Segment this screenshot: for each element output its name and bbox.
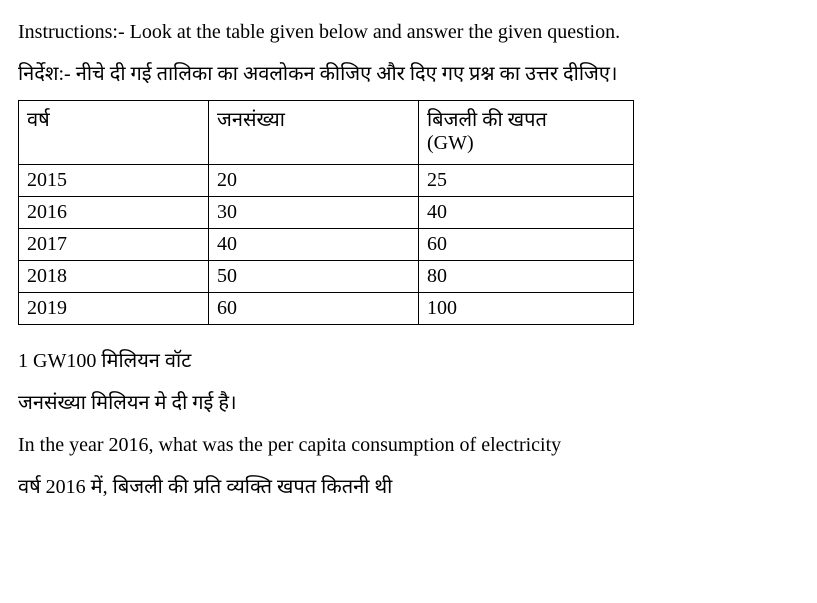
cell-year: 2017 [19,229,209,261]
table-row: 2016 30 40 [19,197,634,229]
header-consumption: बिजली की खपत (GW) [419,101,634,165]
cell-year: 2015 [19,165,209,197]
header-year: वर्ष [19,101,209,165]
cell-consumption: 60 [419,229,634,261]
header-consumption-line2: (GW) [427,132,625,155]
cell-population: 50 [209,261,419,293]
data-table: वर्ष जनसंख्या बिजली की खपत (GW) 2015 20 … [18,100,634,325]
cell-consumption: 80 [419,261,634,293]
cell-consumption: 25 [419,165,634,197]
instructions-english: Instructions:- Look at the table given b… [18,16,799,48]
cell-population: 30 [209,197,419,229]
cell-population: 60 [209,293,419,325]
note-population-unit: जनसंख्या मिलियन मे दी गई है। [18,387,799,419]
cell-population: 40 [209,229,419,261]
table-header-row: वर्ष जनसंख्या बिजली की खपत (GW) [19,101,634,165]
note-gw-conversion: 1 GW100 मिलियन वॉट [18,345,799,377]
header-consumption-line1: बिजली की खपत [427,105,625,132]
question-hindi: वर्ष 2016 में, बिजली की प्रति व्यक्ति खप… [18,471,799,503]
cell-consumption: 40 [419,197,634,229]
instructions-hindi: निर्देश:- नीचे दी गई तालिका का अवलोकन की… [18,58,799,90]
cell-year: 2019 [19,293,209,325]
table-row: 2017 40 60 [19,229,634,261]
question-english: In the year 2016, what was the per capit… [18,429,799,461]
cell-year: 2018 [19,261,209,293]
table-row: 2019 60 100 [19,293,634,325]
cell-population: 20 [209,165,419,197]
table-row: 2018 50 80 [19,261,634,293]
cell-year: 2016 [19,197,209,229]
table-row: 2015 20 25 [19,165,634,197]
header-population: जनसंख्या [209,101,419,165]
cell-consumption: 100 [419,293,634,325]
